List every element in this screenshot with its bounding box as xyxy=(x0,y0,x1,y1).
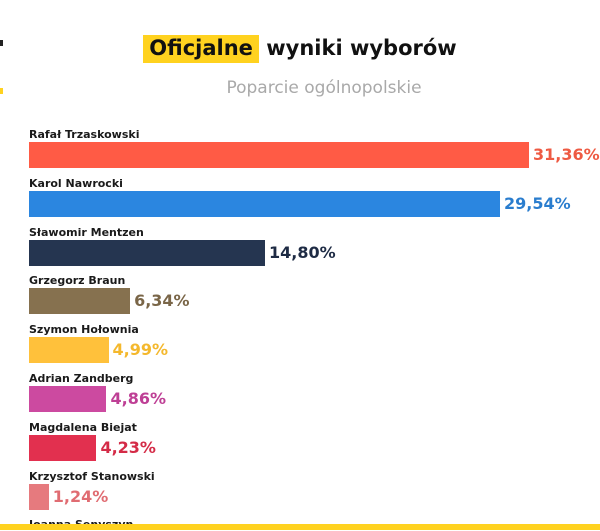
result-bar xyxy=(29,142,529,168)
result-percentage: 1,24% xyxy=(52,486,109,506)
chart-subtitle: Poparcie ogólnopolskie xyxy=(226,78,422,98)
candidate-name: Grzegorz Braun xyxy=(29,274,126,288)
result-percentage: 4,86% xyxy=(110,389,166,408)
title-rest: wyniki wyborów xyxy=(266,36,457,60)
edge-mark-top xyxy=(0,40,3,46)
result-percentage: 14,80% xyxy=(268,242,336,262)
result-percentage: 31,36% xyxy=(533,145,600,164)
chart-title: Oficjalne wyniki wyborów xyxy=(0,35,600,63)
result-bar xyxy=(29,337,109,364)
candidate-name: Adrian Zandberg xyxy=(29,372,134,385)
candidate-name: Sławomir Mentzen xyxy=(29,225,144,239)
result-percentage: 6,34% xyxy=(134,291,190,311)
candidate-name: Szymon Hołownia xyxy=(29,323,139,337)
result-bar xyxy=(29,288,131,315)
result-bar xyxy=(29,239,265,266)
candidate-name: Krzysztof Stanowski xyxy=(29,469,155,483)
candidate-name: Karol Nawrocki xyxy=(29,176,123,190)
result-bar xyxy=(29,386,107,412)
result-percentage: 4,99% xyxy=(112,340,169,360)
result-bar xyxy=(29,434,97,461)
candidate-name: Rafał Trzaskowski xyxy=(29,128,140,141)
title-highlight: Oficjalne xyxy=(143,35,259,63)
result-percentage: 4,23% xyxy=(100,437,156,457)
bottom-strip xyxy=(0,524,600,530)
result-bar xyxy=(29,190,500,217)
candidate-name: Magdalena Biejat xyxy=(29,420,137,434)
result-bar xyxy=(29,483,49,510)
result-percentage: 29,54% xyxy=(503,193,571,213)
edge-mark-yellow xyxy=(0,88,3,94)
